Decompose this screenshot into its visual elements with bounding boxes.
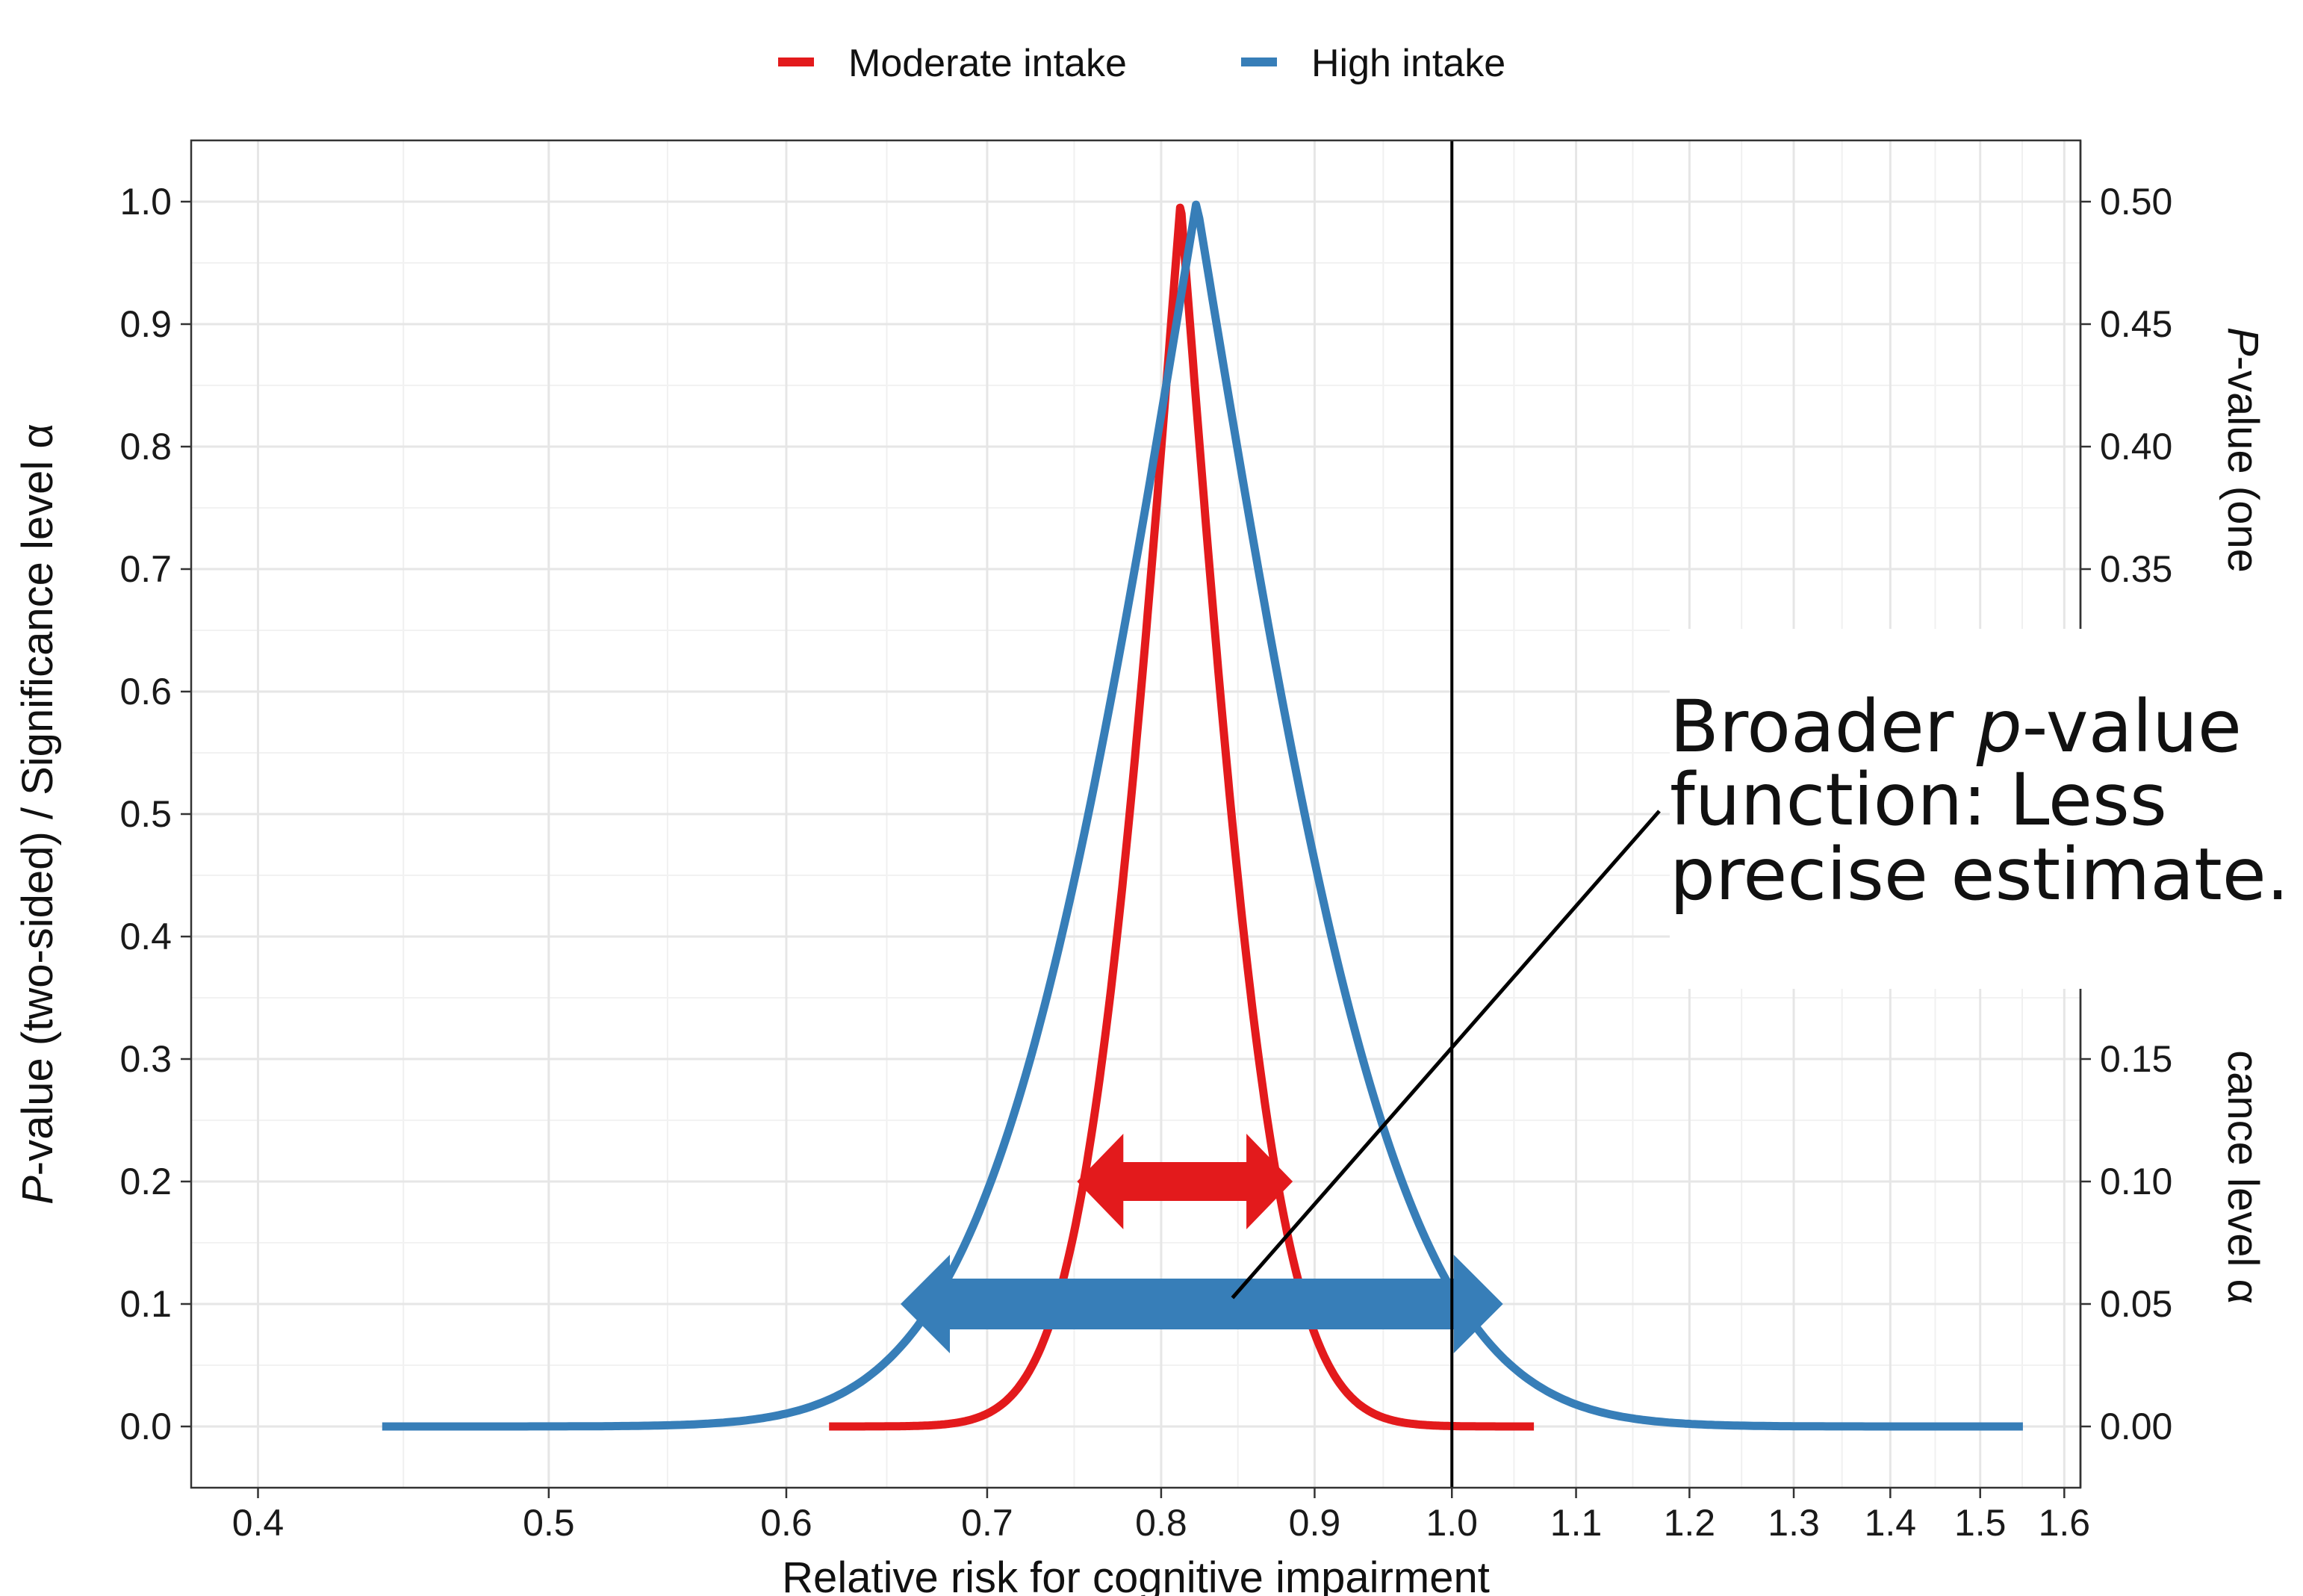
p-value-curve-moderate xyxy=(826,203,1537,1431)
annotation-segment: Broader xyxy=(1670,685,1977,768)
curves xyxy=(381,200,2024,1431)
y-tick-label: 0.1 xyxy=(119,1283,172,1325)
y-tick-label: 0.0 xyxy=(119,1406,172,1447)
y-tick-label: 0.7 xyxy=(119,548,172,590)
y2-tick-label: 0.05 xyxy=(2100,1283,2172,1325)
y-tick-label: 0.5 xyxy=(119,793,172,835)
y-axis-title: P-value (two-sided) / Significance level… xyxy=(13,423,62,1205)
y-axis-title-rest: -value (two-sided) / Significance level … xyxy=(13,423,62,1176)
x-tick-label: 1.4 xyxy=(1865,1502,1917,1544)
y2-tick-label: 0.10 xyxy=(2100,1161,2172,1202)
annotation-line-3: precise estimate. xyxy=(1670,833,2289,916)
x-tick-label: 1.0 xyxy=(1426,1502,1478,1544)
y-axis-title-italic: P xyxy=(13,1176,62,1205)
y2-tick-label: 0.15 xyxy=(2100,1038,2172,1080)
annotation-line-2: function: Less xyxy=(1670,758,2167,842)
legend-label-high: High intake xyxy=(1311,42,1505,85)
secondary-y-axis-title-bottom: cance level α xyxy=(2219,1050,2267,1304)
y2-tick-label: 0.45 xyxy=(2100,303,2172,345)
x-tick-label: 0.8 xyxy=(1135,1502,1187,1544)
x-tick-label: 0.5 xyxy=(523,1502,575,1544)
x-axis-title: Relative risk for cognitive impairment xyxy=(782,1553,1490,1596)
x-axis-ticks: 0.4 0.5 0.6 0.7 0.8 0.9 1.0 1.1 1.2 1.3 1.4 1.5 1.6 xyxy=(232,1488,2090,1544)
y2-tick-label: 0.35 xyxy=(2100,548,2172,590)
legend: Moderate intake High intake xyxy=(778,42,1505,85)
y-tick-label: 0.8 xyxy=(119,426,172,468)
x-tick-label: 1.2 xyxy=(1664,1502,1716,1544)
p-value-curve-high xyxy=(381,200,2024,1431)
x-tick-label: 1.1 xyxy=(1550,1502,1603,1544)
y-axis-ticks: 0.0 0.1 0.2 0.3 0.4 0.5 0.6 0.7 0.8 0.9 1.0 xyxy=(119,181,191,1447)
annotation-segment: -value xyxy=(2022,685,2242,768)
x-tick-label: 0.7 xyxy=(961,1502,1013,1544)
x-tick-label: 0.4 xyxy=(232,1502,285,1544)
x-tick-label: 1.3 xyxy=(1768,1502,1820,1544)
y2-tick-label: 0.40 xyxy=(2100,426,2172,468)
y-tick-label: 1.0 xyxy=(119,181,172,223)
y-tick-label: 0.6 xyxy=(119,671,172,712)
interval-arrow-high xyxy=(901,1255,1503,1353)
annotation-pointer-line xyxy=(1231,810,1661,1300)
annotation-background xyxy=(1670,629,2297,989)
y-tick-label: 0.4 xyxy=(119,916,172,957)
legend-label-moderate: Moderate intake xyxy=(848,42,1127,85)
x-tick-label: 0.6 xyxy=(760,1502,812,1544)
x-tick-label: 1.5 xyxy=(1954,1502,2007,1544)
annotation-segment: p xyxy=(1976,685,2022,768)
secondary-y-axis-title-rest: -value (one xyxy=(2219,356,2267,573)
y-tick-label: 0.2 xyxy=(119,1161,172,1202)
y2-tick-label: 0.50 xyxy=(2100,181,2172,223)
secondary-y-axis-title-top: P-value (one xyxy=(2219,327,2267,573)
interval-arrows xyxy=(901,1134,1503,1353)
x-tick-label: 1.6 xyxy=(2039,1502,2091,1544)
secondary-y-axis-title-italic: P xyxy=(2219,327,2267,356)
interval-arrow-moderate xyxy=(1077,1134,1293,1229)
y-tick-label: 0.9 xyxy=(119,303,172,345)
y2-tick-label: 0.00 xyxy=(2100,1406,2172,1447)
annotation-line-1: Broader p-value xyxy=(1670,685,2242,768)
x-tick-label: 0.9 xyxy=(1289,1502,1341,1544)
y-tick-label: 0.3 xyxy=(119,1038,172,1080)
